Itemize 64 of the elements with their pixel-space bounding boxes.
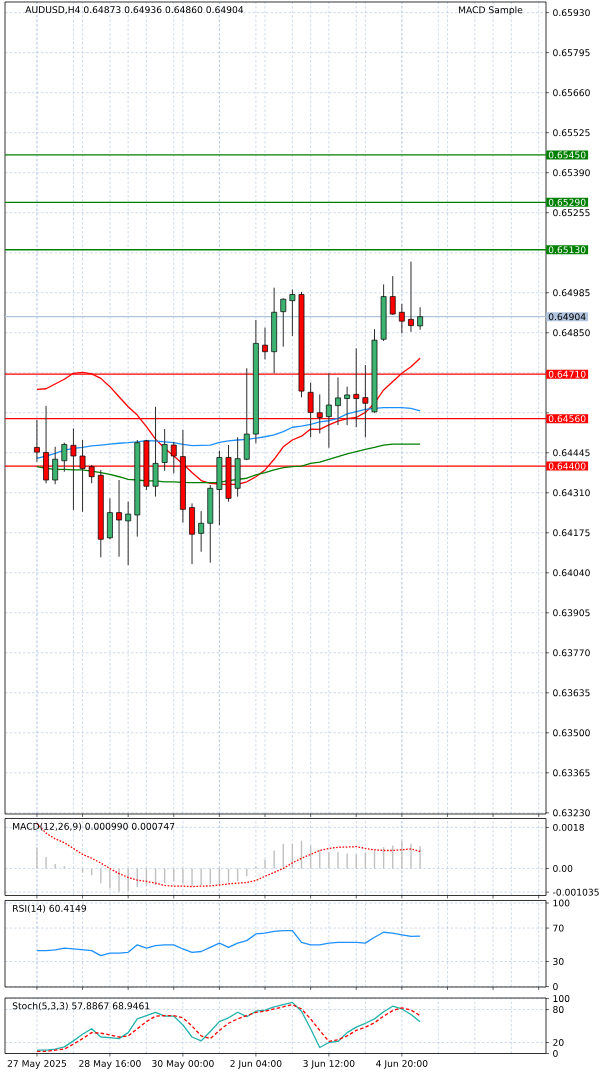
- x-tick-label: 28 May 16:00: [79, 1060, 141, 1069]
- y-tick-label: 0.65525: [553, 129, 590, 137]
- y-tick-label: 0.65930: [553, 9, 590, 17]
- y-tick-label: 100: [553, 899, 570, 907]
- x-tick-label: 30 May 00:00: [152, 1060, 214, 1069]
- y-tick-label: 0.64175: [553, 529, 590, 537]
- y-tick-label: 0.63500: [553, 729, 590, 737]
- chart-title: RSI(14) 60.4149: [13, 904, 87, 913]
- ref-line-label: 0.64400: [548, 462, 586, 470]
- candlestick: [335, 376, 341, 426]
- x-tick-label: 3 Jun 12:00: [303, 1060, 355, 1069]
- candlestick: [344, 386, 351, 426]
- y-tick-label: 0.63230: [553, 809, 590, 817]
- y-tick-label: 0.65390: [553, 169, 590, 177]
- y-tick-label: 0.00: [553, 865, 573, 872]
- candlestick: [325, 372, 332, 449]
- ref-line-label: 0.65450: [548, 151, 586, 159]
- y-tick-label: -0.001035: [552, 888, 599, 896]
- chart-title: Stoch(5,3,3) 57.8867 68.9461: [12, 1002, 150, 1011]
- candlestick: [152, 406, 159, 498]
- candlestick: [262, 327, 268, 360]
- y-tick-label: 0.63905: [553, 609, 590, 617]
- candlestick: [280, 297, 287, 348]
- y-tick-label: 0.65795: [553, 49, 590, 57]
- y-tick-label: 0: [553, 1050, 558, 1057]
- y-tick-label: 70: [553, 924, 564, 932]
- ref-line-label: 0.64710: [548, 370, 586, 378]
- candlestick: [52, 446, 59, 485]
- y-tick-label: 0.0018: [553, 823, 584, 831]
- ref-line-label: 0.64560: [548, 415, 586, 423]
- chart-title: MACD(12,26,9) 0.000990 0.000747: [13, 822, 175, 831]
- x-tick-label: 27 May 2025: [7, 1060, 66, 1069]
- candlestick: [61, 442, 68, 473]
- candlestick: [289, 288, 296, 337]
- text: MACD Sample: [458, 6, 523, 16]
- candlestick: [116, 479, 122, 558]
- x-tick-label: 4 Jun 20:00: [376, 1060, 428, 1069]
- y-tick-label: 0.64310: [553, 489, 590, 497]
- y-tick-label: 0.63365: [553, 769, 590, 777]
- y-tick-label: 0: [553, 983, 558, 991]
- candlestick: [161, 428, 168, 472]
- candlestick: [125, 501, 132, 566]
- y-tick-label: 30: [553, 958, 564, 965]
- candlestick: [198, 510, 205, 553]
- y-tick-label: 20: [553, 1039, 564, 1046]
- y-tick-label: 80: [553, 1006, 564, 1013]
- chart-title: AUDUSD,H4 0.64873 0.64936 0.64860 0.64904: [25, 6, 244, 15]
- ref-line-label: 0.64904: [548, 313, 586, 321]
- y-tick-label: 0.63770: [553, 649, 590, 657]
- candlestick: [389, 275, 396, 316]
- ref-line-label: 0.65130: [548, 246, 586, 254]
- candlestick: [398, 303, 405, 334]
- y-tick-label: 0.63635: [553, 689, 590, 697]
- y-tick-label: 0.64985: [553, 289, 590, 297]
- y-tick-label: 0.64040: [553, 569, 590, 577]
- x-tick-label: 2 Jun 04:00: [230, 1060, 282, 1069]
- y-tick-label: 0.65255: [553, 209, 590, 217]
- y-tick-label: 100: [553, 995, 570, 1003]
- y-tick-label: 0.64850: [553, 329, 590, 337]
- candlestick: [417, 306, 424, 331]
- y-tick-label: 0.64445: [553, 449, 590, 457]
- ref-line-label: 0.65290: [548, 198, 586, 206]
- y-tick-label: 0.65660: [553, 89, 590, 97]
- candlestick: [408, 261, 414, 333]
